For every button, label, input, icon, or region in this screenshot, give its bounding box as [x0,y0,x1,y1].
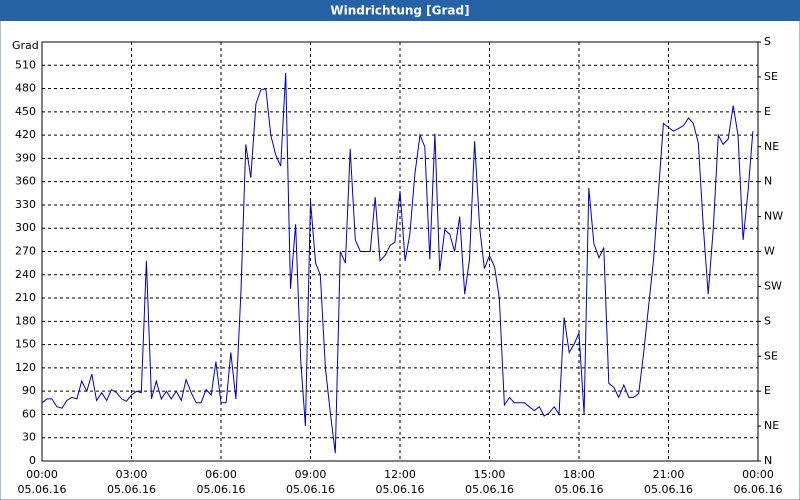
x-tick-date: 05.06.16 [644,483,693,496]
y2-tick-label: N [764,454,772,467]
x-tick-label: 21:00 [653,468,685,481]
x-tick-label: 03:00 [116,468,148,481]
x-tick-date: 05.06.16 [376,483,425,496]
x-tick-label: 00:00 [742,468,774,481]
y-tick-label: 210 [15,291,36,304]
chart-title: Windrichtung [Grad] [330,4,469,18]
x-tick-date: 05.06.16 [107,483,156,496]
y-tick-label: 90 [22,384,36,397]
y-tick-label: 150 [15,338,36,351]
y2-tick-label: SE [764,349,778,362]
y-tick-label: 510 [15,58,36,71]
x-tick-label: 12:00 [384,468,416,481]
y-tick-label: 390 [15,151,36,164]
x-tick-label: 00:00 [26,468,58,481]
x-tick-date: 05.06.16 [286,483,335,496]
y-tick-label: 180 [15,314,36,327]
x-tick-label: 09:00 [295,468,327,481]
x-tick-label: 15:00 [474,468,506,481]
x-tick-date: 05.06.16 [465,483,514,496]
y-tick-label: 120 [15,361,36,374]
x-tick-date: 05.06.16 [197,483,246,496]
y-tick-label: 330 [15,198,36,211]
y-axis-label: Grad [12,39,39,52]
data-line [41,72,754,454]
plot-frame [41,41,759,462]
y2-tick-label: E [764,105,771,118]
y2-tick-label: NE [764,140,779,153]
x-tick-label: 18:00 [563,468,595,481]
y-tick-label: 420 [15,128,36,141]
y-tick-label: 300 [15,221,36,234]
x-tick-label: 06:00 [205,468,237,481]
y-tick-label: 30 [22,431,36,444]
y-tick-label: 450 [15,105,36,118]
y2-tick-label: W [764,245,775,258]
x-tick-date: 05.06.16 [18,483,67,496]
y2-tick-label: E [764,384,771,397]
y-tick-label: 270 [15,245,36,258]
y-tick-label: 60 [22,407,36,420]
y-tick-label: 360 [15,175,36,188]
x-tick-date: 06.06.16 [734,483,783,496]
y-tick-label: 240 [15,268,36,281]
y2-tick-label: S [764,314,771,327]
y2-tick-label: SE [764,70,778,83]
y2-tick-label: NE [764,419,779,432]
y2-tick-label: SW [764,279,782,292]
y2-tick-label: N [764,175,772,188]
y-tick-label: 480 [15,82,36,95]
y-tick-label: 0 [29,454,36,467]
x-tick-date: 05.06.16 [555,483,604,496]
y2-tick-label: NW [764,210,783,223]
y2-tick-label: S [764,35,771,48]
title-bar [0,0,800,21]
